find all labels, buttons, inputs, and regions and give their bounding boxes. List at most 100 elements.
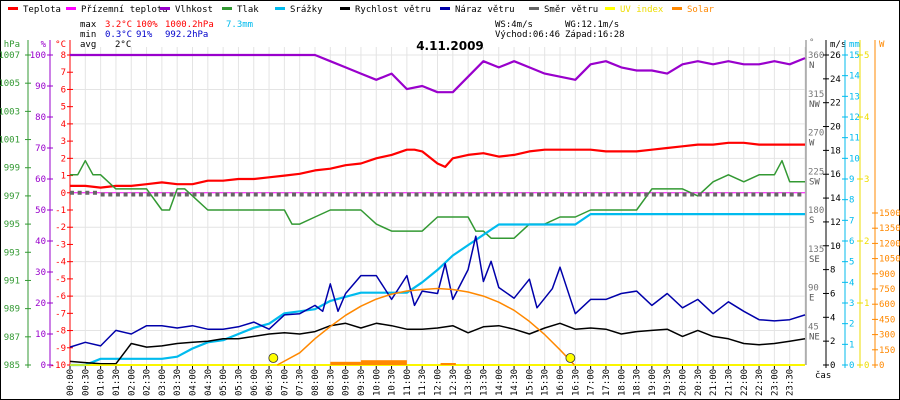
x-tick-label: 02:30 (143, 369, 153, 396)
stat-value: 100% (136, 20, 158, 30)
series-line-9 (276, 287, 575, 366)
tick-label: 100 (30, 51, 46, 61)
tick-label: 6 (830, 289, 835, 299)
tick-label: 90 (808, 284, 819, 294)
tick-label: 9 (849, 175, 854, 185)
x-tick-label: 00:30 (81, 369, 91, 396)
tick-label: 4 (830, 313, 835, 323)
x-tick-label: 02:00 (127, 369, 137, 396)
wind-direction-dot (215, 192, 220, 197)
wind-direction-dot (674, 192, 679, 197)
tick-label: 300 (879, 331, 895, 341)
tick-label: SE (809, 255, 820, 265)
wind-direction-dot (115, 192, 120, 197)
stat-value: 91% (136, 30, 153, 40)
wind-direction-dot (276, 192, 281, 197)
axis-unit: ° (809, 38, 814, 48)
wind-direction-dot (406, 192, 411, 197)
wind-direction-dot (177, 192, 182, 197)
stat-label: max (80, 20, 97, 30)
tick-label: 7 (849, 216, 854, 226)
wind-direction-dot (146, 192, 151, 197)
wind-direction-dot (651, 192, 656, 197)
wind-direction-dot (70, 190, 74, 195)
tick-label: 1003 (0, 107, 20, 117)
tick-label: -6 (55, 292, 66, 302)
legend-swatch (529, 7, 539, 10)
wind-direction-dot (605, 192, 610, 197)
stat-value: Východ:06:46 (495, 30, 560, 40)
tick-label: 40 (35, 237, 46, 247)
x-tick-label: 16:30 (571, 369, 581, 396)
x-tick-label: 17:00 (587, 369, 597, 396)
wind-direction-dot (736, 192, 741, 197)
wind-direction-dot (797, 192, 802, 197)
tick-label: 1050 (879, 255, 900, 265)
axis-unit: hPa (4, 40, 20, 50)
axis-unit: mm (849, 40, 860, 50)
x-tick-label: 21:00 (709, 369, 719, 396)
wind-direction-dot (705, 192, 710, 197)
legend-swatch (66, 7, 76, 10)
wind-direction-dot (207, 192, 212, 197)
x-tick-label: 07:30 (296, 369, 306, 396)
series-line-3 (70, 159, 805, 239)
sunrise-marker (268, 353, 279, 363)
wind-direction-dot (223, 192, 228, 197)
x-tick-label: 20:00 (679, 369, 689, 396)
x-tick-label: 05:00 (219, 369, 229, 396)
axis-unit: °C (55, 40, 66, 50)
tick-label: SW (809, 177, 820, 187)
tick-label: 60 (35, 175, 46, 185)
wind-direction-dot (307, 192, 312, 197)
wind-direction-dot (330, 192, 335, 197)
wind-direction-dot (598, 192, 603, 197)
tick-label: 2 (849, 320, 854, 330)
legend-swatch (8, 7, 18, 10)
wind-direction-dot (636, 192, 641, 197)
tick-label: 1005 (0, 79, 20, 89)
series-layer (69, 53, 806, 367)
tick-label: 8 (61, 51, 66, 61)
wind-direction-dot (582, 192, 587, 197)
tick-label: 10 (830, 242, 841, 252)
wind-direction-dot (131, 192, 136, 197)
tick-label: 16 (830, 170, 841, 180)
wind-direction-dot (284, 192, 289, 197)
x-tick-label: 15:00 (525, 369, 535, 396)
wind-direction-dot (560, 192, 564, 197)
x-tick-label: 22:30 (755, 369, 765, 396)
tick-label: 993 (4, 248, 20, 258)
x-tick-label: 03:00 (158, 369, 168, 396)
wind-direction-dot (192, 192, 197, 197)
wind-direction-dot (514, 192, 519, 197)
x-tick-label: 17:30 (602, 369, 612, 396)
series-line-2 (70, 53, 806, 94)
wind-direction-dot (690, 192, 695, 197)
x-tick-label: 22:00 (740, 369, 750, 396)
tick-label: 987 (4, 333, 20, 343)
tick-label: 5 (61, 103, 66, 113)
tick-label: 3 (849, 299, 854, 309)
wind-direction-dot (452, 192, 457, 197)
x-tick-label: 01:30 (112, 369, 122, 396)
tick-label: 15 (849, 51, 860, 61)
tick-label: 450 (879, 315, 895, 325)
legend-item: Přízemní teplota (81, 5, 168, 15)
wind-direction-dot (766, 192, 771, 197)
wind-direction-dot (621, 192, 626, 197)
tick-label: 7 (61, 68, 66, 78)
tick-label: 90 (35, 82, 46, 92)
wind-direction-dot (429, 192, 434, 197)
x-tick-label: 00:00 (66, 369, 76, 396)
x-tick-label: 04:30 (204, 369, 214, 396)
wind-direction-dot (491, 192, 496, 197)
tick-label: 3 (61, 137, 66, 147)
x-tick-label: 19:30 (663, 369, 673, 396)
sunset-marker (565, 353, 576, 363)
wind-direction-dot (399, 192, 404, 197)
wind-direction-dot (230, 192, 235, 197)
tick-label: S (809, 216, 814, 226)
tick-label: 10 (35, 330, 46, 340)
wind-direction-dot (483, 192, 488, 197)
